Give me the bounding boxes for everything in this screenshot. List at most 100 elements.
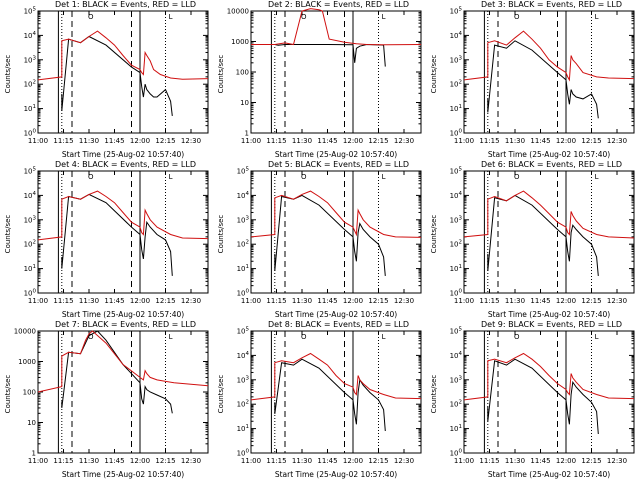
x-tick-label: 11:15 <box>266 137 286 145</box>
x-axis-label: Start Time (25-Aug-02 10:57:40) <box>274 470 398 479</box>
x-tick-label: 11:45 <box>104 137 124 145</box>
y-tick-label: 102 <box>450 80 462 89</box>
interval-marker-label: L <box>595 13 599 21</box>
y-tick-label: 104 <box>450 191 463 200</box>
y-tick-label: 104 <box>237 191 250 200</box>
series-lld-line <box>37 190 209 241</box>
x-tick-label: 11:00 <box>241 457 261 465</box>
plot-area: 11:00 11:15 11:30 11:45 12:00 12:15 12:30 100 10… <box>450 167 635 305</box>
y-tick-label: 103 <box>24 215 37 224</box>
plot-frame <box>463 170 635 294</box>
y-tick-label: 10 <box>27 419 36 427</box>
y-tick-label: 105 <box>450 327 463 336</box>
series-lld-line <box>37 330 209 393</box>
interval-marker-label: L <box>382 13 386 21</box>
y-tick-label: 100 <box>450 449 463 458</box>
y-tick-label: 105 <box>237 327 250 336</box>
y-tick-label: 103 <box>24 55 37 64</box>
y-axis-label: Counts/sec <box>430 374 438 414</box>
x-tick-label: 11:00 <box>28 457 48 465</box>
y-tick-label: 101 <box>450 104 462 113</box>
y-tick-label: 10000 <box>14 328 36 336</box>
x-tick-label: 11:15 <box>53 297 73 305</box>
series-lld-line <box>463 30 635 82</box>
x-tick-label: 11:45 <box>104 457 124 465</box>
x-tick-label: 12:15 <box>368 457 388 465</box>
x-tick-label: 11:00 <box>454 137 474 145</box>
y-tick-label: 103 <box>450 55 463 64</box>
plot-area: 11:00 11:15 11:30 11:45 12:00 12:15 12:30 1 10 10… <box>227 8 422 145</box>
x-tick-label: 11:15 <box>479 297 499 305</box>
x-tick-label: 11:00 <box>28 297 48 305</box>
series-events-line <box>487 40 599 119</box>
plot-frame <box>250 10 422 134</box>
plot-area: 11:00 11:15 11:30 11:45 12:00 12:15 12:30 1 10 10… <box>14 328 209 465</box>
y-tick-label: 104 <box>24 31 37 40</box>
panel-title: Det 4: BLACK = Events, RED = LLD <box>55 160 196 169</box>
x-tick-label: 11:15 <box>479 457 499 465</box>
y-tick-label: 103 <box>450 215 463 224</box>
y-tick-label: 102 <box>24 240 36 249</box>
panel-det-4: Det 4: BLACK = Events, RED = LLD 11:00 11… <box>0 160 213 320</box>
y-tick-label: 1000 <box>18 358 36 366</box>
y-axis-label: Counts/sec <box>430 214 438 254</box>
x-axis-label: Start Time (25-Aug-02 10:57:40) <box>61 150 185 159</box>
y-tick-label: 105 <box>24 167 37 176</box>
x-tick-label: 11:30 <box>505 297 525 305</box>
x-tick-label: 11:30 <box>292 297 312 305</box>
x-tick-label: 11:30 <box>79 457 99 465</box>
x-axis-label: Start Time (25-Aug-02 10:57:40) <box>61 310 185 319</box>
x-tick-label: 11:30 <box>505 137 525 145</box>
x-tick-label: 12:00 <box>343 297 363 305</box>
x-tick-label: 11:00 <box>241 297 261 305</box>
y-tick-label: 101 <box>24 104 36 113</box>
panel-title: Det 8: BLACK = Events, RED = LLD <box>268 320 409 329</box>
x-tick-label: 12:30 <box>181 137 201 145</box>
panel-det-9: Det 9: BLACK = Events, RED = LLD 11:00 11… <box>426 320 639 480</box>
x-tick-label: 12:15 <box>155 297 175 305</box>
plot-area: 11:00 11:15 11:30 11:45 12:00 12:15 12:30 100 10… <box>450 7 635 145</box>
y-axis-label: Counts/sec <box>217 374 225 414</box>
y-axis-label: Counts/sec <box>4 214 12 254</box>
x-tick-label: 12:15 <box>155 137 175 145</box>
x-axis-label: Start Time (25-Aug-02 10:57:40) <box>487 310 611 319</box>
x-tick-label: 11:45 <box>317 137 337 145</box>
y-tick-label: 102 <box>237 240 249 249</box>
series-events-line <box>274 194 386 276</box>
x-axis-label: Start Time (25-Aug-02 10:57:40) <box>61 470 185 479</box>
y-axis-label: Counts/sec <box>4 374 12 414</box>
interval-marker-label: L <box>169 13 173 21</box>
plot-frame <box>37 10 209 134</box>
interval-marker-label: O <box>88 13 94 21</box>
interval-marker-label: L <box>595 173 599 181</box>
y-tick-label: 100 <box>24 289 37 298</box>
interval-marker-label: O <box>301 333 307 341</box>
series-events-line <box>61 330 173 414</box>
interval-marker-label: O <box>514 13 520 21</box>
series-lld-line <box>463 352 635 401</box>
x-tick-label: 11:45 <box>530 297 550 305</box>
panel-det-1: Det 1: BLACK = Events, RED = LLD 11:00 11… <box>0 0 213 160</box>
x-tick-label: 12:00 <box>130 137 150 145</box>
interval-marker-label: L <box>169 173 173 181</box>
y-tick-label: 102 <box>237 400 249 409</box>
x-tick-label: 12:30 <box>394 297 414 305</box>
series-lld-line <box>250 352 422 401</box>
y-axis-label: Counts/sec <box>217 214 225 254</box>
y-tick-label: 101 <box>237 424 249 433</box>
x-tick-label: 12:00 <box>556 457 576 465</box>
plot-area: 11:00 11:15 11:30 11:45 12:00 12:15 12:30 100 10… <box>237 167 422 305</box>
plot-area: 11:00 11:15 11:30 11:45 12:00 12:15 12:30 100 10… <box>237 327 422 465</box>
y-tick-label: 104 <box>24 191 37 200</box>
y-tick-label: 102 <box>450 240 462 249</box>
panel-det-6: Det 6: BLACK = Events, RED = LLD 11:00 11… <box>426 160 639 320</box>
x-tick-label: 11:45 <box>317 457 337 465</box>
y-tick-label: 10000 <box>227 8 249 16</box>
y-tick-label: 103 <box>237 215 250 224</box>
panel-title: Det 5: BLACK = Events, RED = LLD <box>268 160 409 169</box>
y-tick-label: 104 <box>237 351 250 360</box>
panel-det-5: Det 5: BLACK = Events, RED = LLD 11:00 11… <box>213 160 426 320</box>
panel-title: Det 2: BLACK = Events, RED = LLD <box>268 0 409 9</box>
interval-marker-label: L <box>169 333 173 341</box>
